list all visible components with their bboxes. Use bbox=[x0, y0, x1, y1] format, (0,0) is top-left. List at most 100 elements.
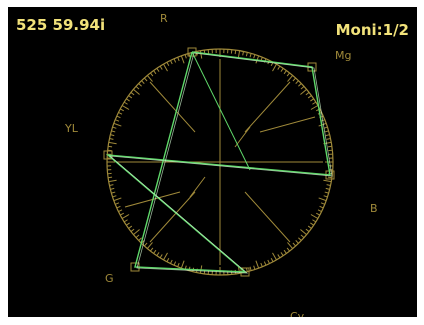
graticule-tick bbox=[300, 234, 305, 238]
graticule-tick bbox=[327, 145, 332, 148]
target-label-g: G bbox=[105, 272, 114, 285]
graticule-tick bbox=[130, 92, 135, 96]
graticule-tick bbox=[292, 77, 296, 82]
graticule-tick bbox=[126, 222, 130, 226]
graticule-tick bbox=[295, 240, 299, 244]
graticule-tick bbox=[144, 77, 148, 82]
graticule-segment bbox=[149, 81, 196, 133]
graticule-tick bbox=[234, 50, 237, 55]
graticule-tick bbox=[112, 195, 117, 198]
graticule-tick bbox=[286, 72, 290, 77]
graticule-tick bbox=[319, 205, 324, 209]
graticule-tick bbox=[112, 126, 117, 129]
graticule-tick bbox=[159, 254, 163, 259]
graticule-tick bbox=[108, 179, 117, 183]
graticule-tick bbox=[300, 229, 307, 236]
graticule-tick bbox=[326, 138, 331, 140]
graticule-tick bbox=[323, 195, 328, 198]
graticule-tick bbox=[277, 254, 281, 259]
graticule-tick bbox=[133, 229, 140, 236]
graticule-tick bbox=[156, 68, 160, 72]
graticule-tick bbox=[180, 55, 185, 64]
graticule-tick bbox=[260, 262, 263, 267]
graticule-tick bbox=[116, 205, 121, 209]
graticule-tick bbox=[163, 63, 168, 72]
graticule-tick bbox=[188, 53, 191, 58]
graticule-tick bbox=[324, 191, 329, 194]
graticule-tick bbox=[135, 86, 140, 90]
graticule-tick bbox=[324, 130, 329, 133]
graticule-tick bbox=[111, 130, 116, 133]
graticule-tick bbox=[310, 98, 314, 102]
graticule-segment bbox=[244, 81, 291, 133]
graticule-tick bbox=[325, 134, 330, 137]
graticule-tick bbox=[135, 234, 140, 238]
graticule-tick bbox=[310, 214, 319, 219]
graticule-tick bbox=[118, 112, 123, 115]
trace-center-line bbox=[191, 51, 251, 171]
graticule-tick bbox=[109, 138, 114, 140]
graticule-tick bbox=[300, 88, 307, 95]
vectorscope-display: R Mg B Cy G YL 525 59.94i Moni:1/2 bbox=[8, 7, 417, 317]
graticule-tick bbox=[141, 80, 145, 84]
graticule-tick bbox=[295, 80, 299, 84]
graticule-tick bbox=[138, 237, 142, 241]
graticule-tick bbox=[170, 60, 173, 65]
trace-path bbox=[105, 51, 331, 273]
graticule-tick bbox=[109, 184, 114, 186]
graticule-tick bbox=[146, 75, 153, 82]
graticule-tick bbox=[199, 50, 203, 59]
graticule-tick bbox=[180, 260, 185, 269]
graticule-tick bbox=[298, 237, 302, 241]
graticule-tick bbox=[307, 225, 312, 229]
graticule-tick bbox=[173, 58, 177, 63]
graticule-tick bbox=[123, 219, 128, 223]
graticule-tick bbox=[307, 95, 312, 99]
graticule-tick bbox=[253, 265, 256, 270]
graticule-tick bbox=[316, 212, 321, 216]
graticule-tick bbox=[119, 212, 124, 216]
graticule-tick bbox=[320, 202, 325, 205]
graticule-tick bbox=[272, 252, 277, 261]
graticule-tick bbox=[123, 101, 128, 105]
graticule-tick bbox=[159, 65, 163, 70]
graticule-tick bbox=[118, 209, 123, 212]
graticule-tick bbox=[144, 242, 148, 247]
video-format-label: 525 59.94i bbox=[16, 16, 106, 34]
graticule-tick bbox=[253, 54, 256, 59]
graticule-tick bbox=[128, 225, 133, 229]
target-label-mg: Mg bbox=[335, 49, 351, 62]
graticule-tick bbox=[287, 242, 294, 249]
graticule-tick bbox=[108, 176, 113, 179]
graticule-tick bbox=[310, 105, 319, 110]
graticule-tick bbox=[287, 75, 294, 82]
graticule-tick bbox=[310, 222, 314, 226]
graticule-tick bbox=[298, 83, 302, 87]
graticule-tick bbox=[119, 108, 124, 112]
graticule-tick bbox=[113, 122, 122, 127]
graticule-tick bbox=[292, 242, 296, 247]
graticule-tick bbox=[272, 63, 277, 72]
graticule-tick bbox=[184, 54, 187, 59]
graticule-tick bbox=[170, 259, 173, 264]
graticule-tick bbox=[146, 242, 153, 249]
monitor-indicator: Moni:1/2 bbox=[335, 21, 409, 39]
graticule-tick bbox=[113, 197, 122, 202]
trace-path-highlight bbox=[108, 52, 333, 274]
graticule-tick bbox=[153, 249, 157, 254]
graticule-tick bbox=[277, 65, 281, 70]
graticule-tick bbox=[128, 95, 133, 99]
graticule-tick bbox=[305, 228, 310, 232]
target-label-cy: Cy bbox=[290, 310, 305, 317]
graticule-tick bbox=[163, 252, 168, 261]
graticule-tick bbox=[255, 260, 260, 269]
graticule-tick bbox=[166, 258, 170, 263]
vectorscope-graticule: R Mg B Cy G YL bbox=[64, 12, 378, 317]
graticule-tick bbox=[138, 83, 142, 87]
graticule-tick bbox=[300, 86, 305, 90]
graticule-tick bbox=[242, 51, 244, 56]
graticule-tick bbox=[267, 259, 270, 264]
graticule-tick bbox=[115, 202, 120, 205]
graticule-tick bbox=[110, 134, 115, 137]
graticule-tick bbox=[116, 115, 121, 119]
